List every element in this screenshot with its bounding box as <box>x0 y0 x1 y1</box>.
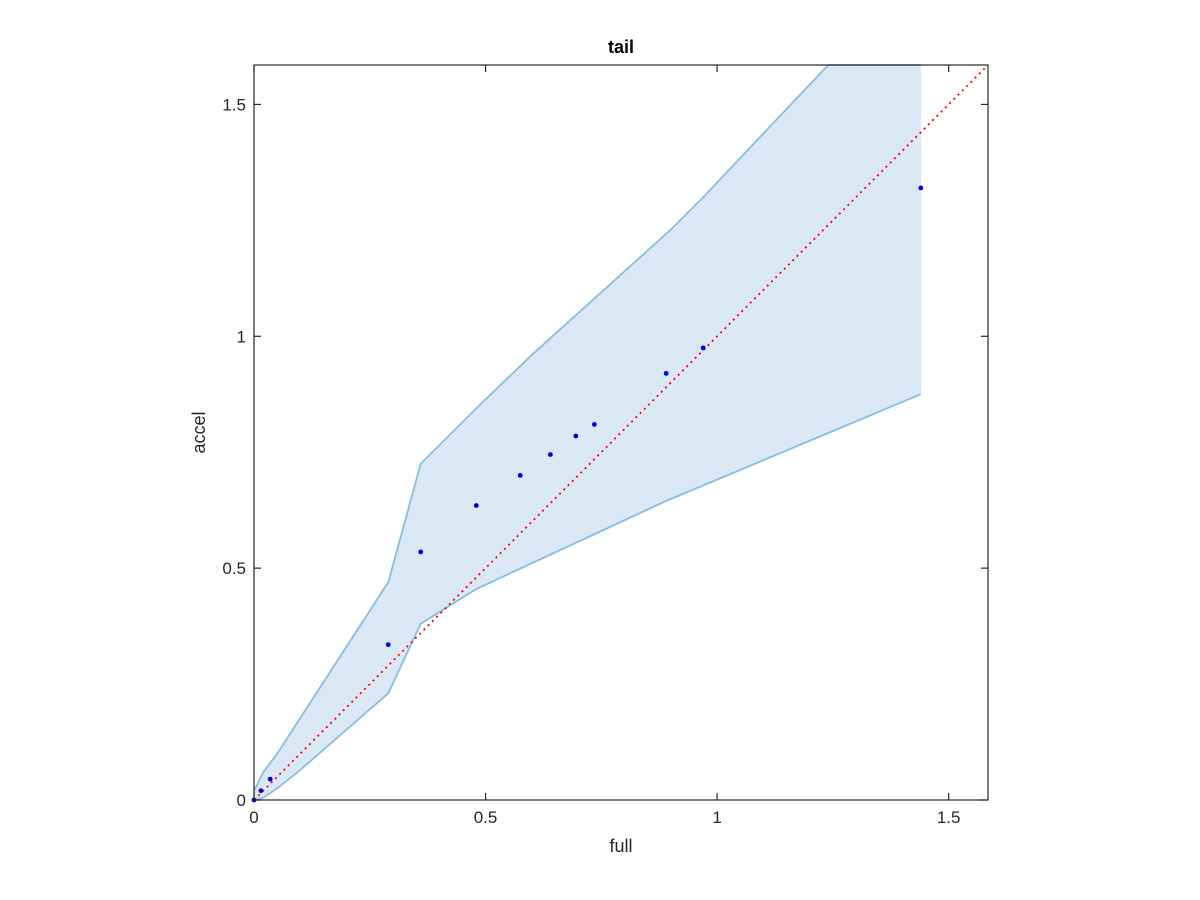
x-tick-label: 1.5 <box>937 808 961 827</box>
data-point <box>547 452 553 457</box>
chart-title: tail <box>608 37 634 57</box>
data-point <box>663 370 669 376</box>
data-point <box>418 549 424 555</box>
data-point <box>517 472 523 478</box>
y-tick-label: 0.5 <box>222 559 246 578</box>
data-point <box>258 788 264 794</box>
data-points-layer <box>251 185 924 803</box>
y-tick-label: 1.5 <box>222 95 246 114</box>
data-point <box>385 642 391 648</box>
confidence-band-lower-edge <box>253 393 922 801</box>
y-axis-label: accel <box>189 411 209 453</box>
confidence-band-fill <box>254 65 921 800</box>
reference-line <box>253 64 989 801</box>
x-tick-label: 0 <box>249 808 258 827</box>
data-point <box>591 421 597 427</box>
data-point <box>700 345 706 351</box>
axes-box <box>253 64 989 801</box>
data-point <box>473 503 479 508</box>
y-tick-label: 0 <box>237 791 246 810</box>
reference-line-layer <box>253 64 989 801</box>
confidence-band-layer <box>253 64 922 801</box>
data-point <box>573 433 579 439</box>
x-axis-label: full <box>609 836 632 856</box>
data-point <box>267 776 273 782</box>
x-tick-label: 1 <box>712 808 721 827</box>
confidence-band-upper-edge <box>253 64 921 792</box>
x-tick-label: 0.5 <box>474 808 498 827</box>
y-tick-label: 1 <box>237 327 246 346</box>
data-point <box>918 185 924 191</box>
ticks-layer: 0 0.5 1 1.5 0 0.5 1 1.5 <box>222 65 988 827</box>
